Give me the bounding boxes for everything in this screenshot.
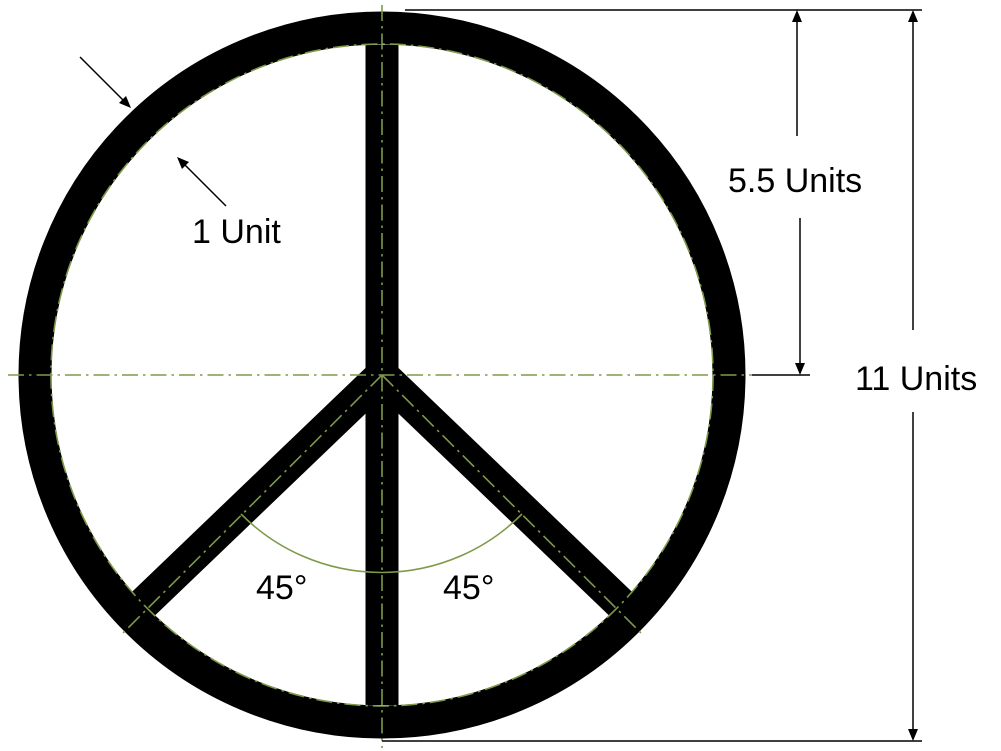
diameter-dimension: [382, 10, 922, 742]
left-diagonal-axis-line: [121, 374, 383, 635]
left-diagonal-bar: [128, 363, 394, 619]
ring-width-annotation: [79, 56, 227, 207]
outer-arrow-shaft: [79, 56, 126, 103]
inner-arrow-shaft: [182, 162, 227, 207]
right-diagonal-axis-line: [381, 374, 643, 635]
radius-arrow-bottom: [795, 363, 805, 375]
diameter-label: 11 Units: [855, 360, 977, 398]
outer-arrow-head: [119, 96, 131, 108]
angle-arc: [240, 513, 523, 574]
radius-dimension: [405, 9, 922, 376]
radius-arrow-top: [792, 10, 802, 22]
radius-label: 5.5 Units: [728, 162, 862, 200]
ring-width-label: 1 Unit: [192, 213, 281, 251]
diameter-arrow-bottom: [908, 729, 918, 741]
angle-left-label: 45°: [256, 569, 307, 607]
inner-arrow-head: [177, 157, 189, 169]
right-diagonal-bar: [370, 363, 636, 619]
center-lines: [8, 5, 752, 748]
diameter-arrow-top: [908, 10, 918, 22]
angle-right-label: 45°: [443, 569, 494, 607]
